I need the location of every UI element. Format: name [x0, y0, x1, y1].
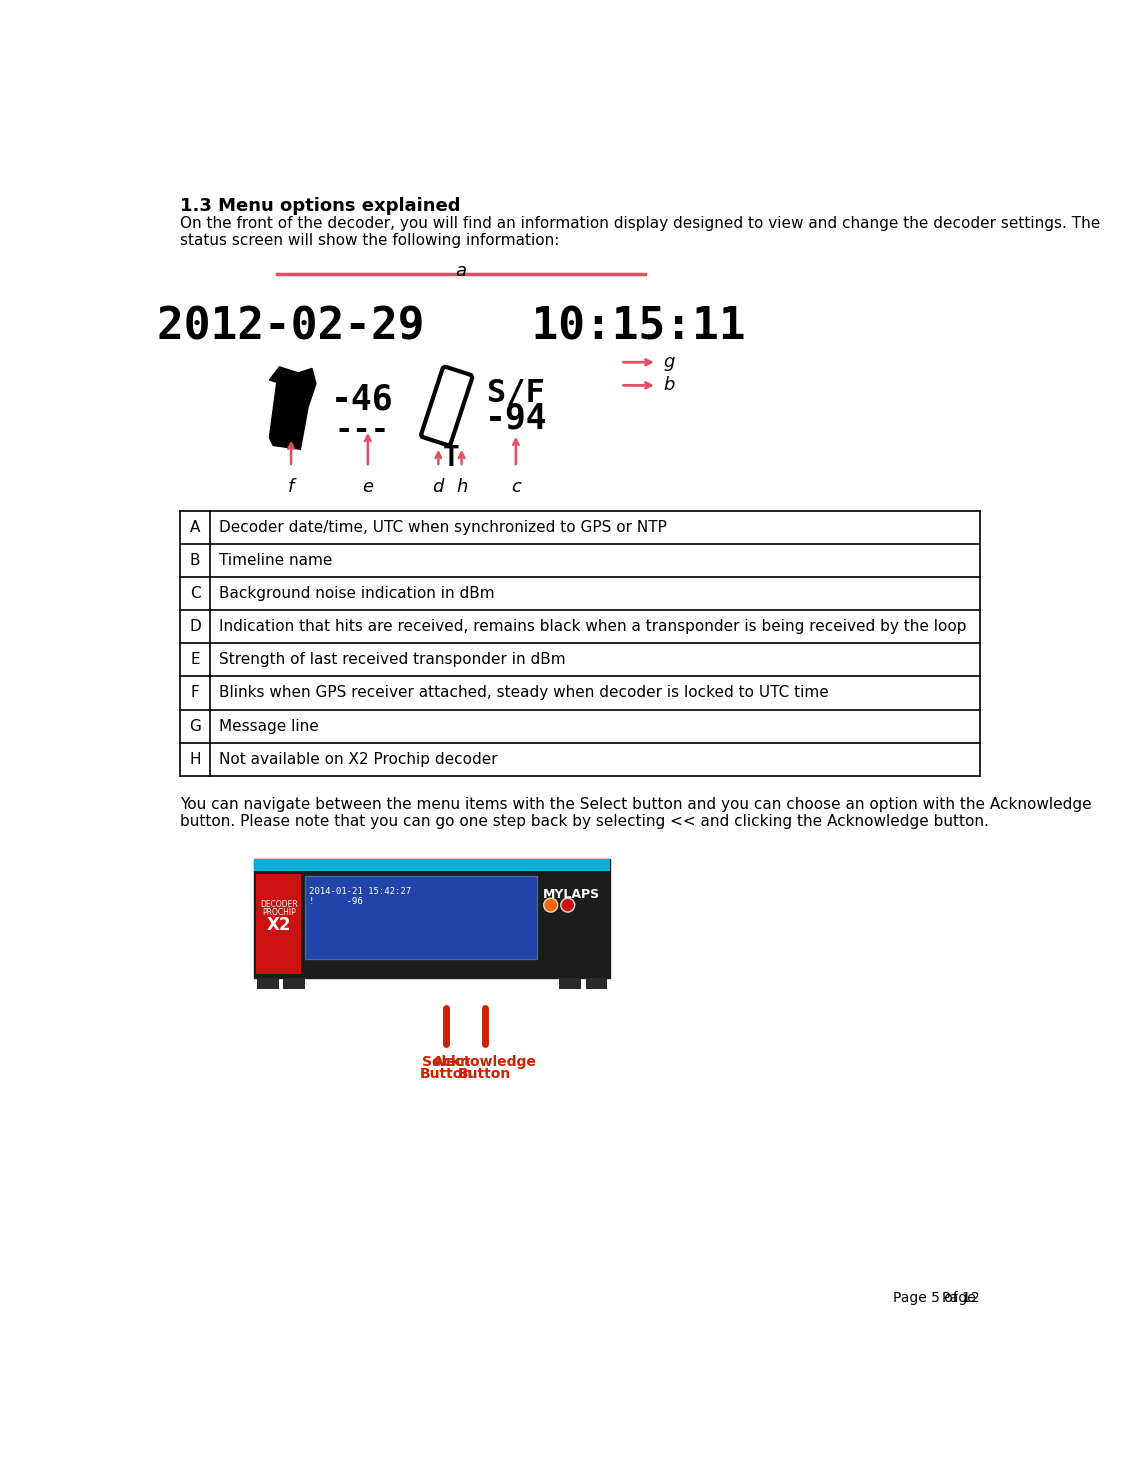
Text: S/F: S/F	[487, 378, 544, 409]
Text: !      -96: ! -96	[309, 897, 362, 906]
Polygon shape	[269, 366, 308, 390]
Text: f: f	[288, 478, 294, 496]
Text: Acknowledge: Acknowledge	[432, 1056, 537, 1069]
Text: Message line: Message line	[218, 718, 319, 733]
FancyBboxPatch shape	[421, 366, 472, 446]
Text: a: a	[456, 262, 466, 280]
Bar	[257, 978, 278, 990]
Text: T: T	[443, 444, 460, 472]
Text: G: G	[189, 718, 200, 733]
Text: h: h	[456, 478, 468, 496]
Text: MYLAPS: MYLAPS	[543, 888, 600, 902]
Text: Select: Select	[422, 1056, 470, 1069]
Circle shape	[543, 899, 558, 912]
Text: c: c	[511, 478, 521, 496]
Text: B: B	[190, 553, 200, 567]
Text: button. Please note that you can go one step back by selecting << and clicking t: button. Please note that you can go one …	[180, 814, 989, 830]
Text: 2012-02-29    10:15:11: 2012-02-29 10:15:11	[157, 305, 746, 349]
Text: Indication that hits are received, remains black when a transponder is being rec: Indication that hits are received, remai…	[218, 619, 967, 635]
Bar	[254, 859, 610, 978]
Text: H: H	[189, 752, 200, 767]
Bar	[254, 859, 610, 871]
Text: e: e	[362, 478, 374, 496]
Text: -46: -46	[331, 383, 394, 416]
Text: D: D	[189, 619, 200, 635]
Text: X2: X2	[266, 916, 291, 934]
Bar	[283, 978, 305, 990]
Polygon shape	[269, 368, 316, 449]
Text: d: d	[432, 478, 444, 496]
Text: Page: Page	[942, 1292, 980, 1305]
Text: 2014-01-21 15:42:27: 2014-01-21 15:42:27	[309, 887, 411, 896]
Text: Button: Button	[420, 1067, 473, 1080]
Text: Button: Button	[458, 1067, 512, 1080]
Text: Decoder date/time, UTC when synchronized to GPS or NTP: Decoder date/time, UTC when synchronized…	[218, 520, 667, 535]
Text: g: g	[663, 353, 675, 371]
Bar	[559, 978, 581, 990]
Text: C: C	[190, 586, 200, 601]
Text: F: F	[190, 686, 199, 701]
Text: DECODER: DECODER	[260, 900, 298, 909]
Text: Timeline name: Timeline name	[218, 553, 333, 567]
Text: A: A	[190, 520, 200, 535]
Text: Blinks when GPS receiver attached, steady when decoder is locked to UTC time: Blinks when GPS receiver attached, stead…	[218, 686, 829, 701]
Text: 1.3 Menu options explained: 1.3 Menu options explained	[180, 198, 461, 216]
Text: Strength of last received transponder in dBm: Strength of last received transponder in…	[218, 652, 566, 667]
Text: -94: -94	[484, 402, 547, 435]
Text: Background noise indication in dBm: Background noise indication in dBm	[218, 586, 495, 601]
Bar	[305, 875, 537, 959]
Text: Not available on X2 Prochip decoder: Not available on X2 Prochip decoder	[218, 752, 498, 767]
Text: Page 5 of 12: Page 5 of 12	[893, 1292, 980, 1305]
Bar	[585, 978, 607, 990]
Text: E: E	[190, 652, 199, 667]
Text: On the front of the decoder, you will find an information display designed to vi: On the front of the decoder, you will fi…	[180, 216, 1100, 232]
Text: You can navigate between the menu items with the Select button and you can choos: You can navigate between the menu items …	[180, 798, 1092, 812]
Text: b: b	[663, 377, 675, 394]
Circle shape	[560, 899, 575, 912]
Text: ---: ---	[335, 416, 389, 446]
Bar	[256, 874, 301, 975]
Text: PROCHIP: PROCHIP	[261, 907, 295, 916]
Text: status screen will show the following information:: status screen will show the following in…	[180, 233, 559, 248]
